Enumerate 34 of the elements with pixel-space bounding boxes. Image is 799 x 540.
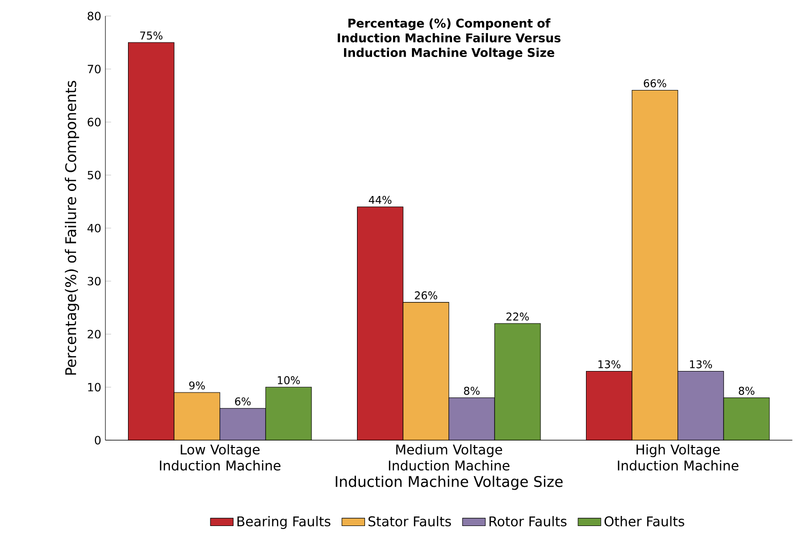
data-label: 22% [506, 312, 529, 320]
bar [403, 302, 449, 440]
x-tick-label: High Voltage Induction Machine [618, 444, 738, 470]
data-label: 13% [690, 360, 712, 368]
text: Percentage (%) Component of Induction Machine Failure Versus Induction Machine Voltage Size [338, 18, 560, 60]
y-tick-label: 20 [88, 330, 101, 338]
legend-label: Rotor Faults [490, 516, 567, 526]
data-label: 10% [278, 376, 300, 384]
y-axis-title: Percentage(%) of Failure of Components [64, 80, 80, 375]
data-label: 6% [235, 397, 251, 406]
data-label: 8% [464, 386, 480, 395]
y-tick-label: 60 [88, 118, 101, 126]
legend-label: Other Faults [604, 516, 684, 526]
x-tick-label: Low Voltage Induction Machine [160, 444, 280, 470]
x-tick-label: Medium Voltage Induction Machine [388, 444, 510, 470]
data-label: 44% [368, 196, 392, 204]
data-label: 8% [738, 386, 754, 395]
y-tick-label: 80 [88, 12, 101, 20]
y-tick-label: 30 [88, 276, 101, 286]
y-tick-label: 50 [88, 170, 101, 180]
y-tick-label: 10 [88, 382, 101, 392]
data-label: 75% [140, 31, 162, 40]
bar [174, 392, 220, 440]
y-tick-label: 70 [88, 64, 101, 74]
legend-label: Stator Faults [368, 516, 451, 526]
y-tick-label: 0 [94, 436, 101, 444]
x-axis-title: Induction Machine Voltage Size [336, 476, 563, 490]
data-label: 66% [644, 79, 666, 88]
legend-label: Bearing Faults [237, 516, 330, 529]
data-label: 13% [598, 360, 620, 368]
bar [632, 90, 678, 440]
y-tick-label: 40 [87, 224, 101, 232]
data-label: 26% [414, 291, 438, 300]
data-label: 9% [189, 381, 205, 390]
